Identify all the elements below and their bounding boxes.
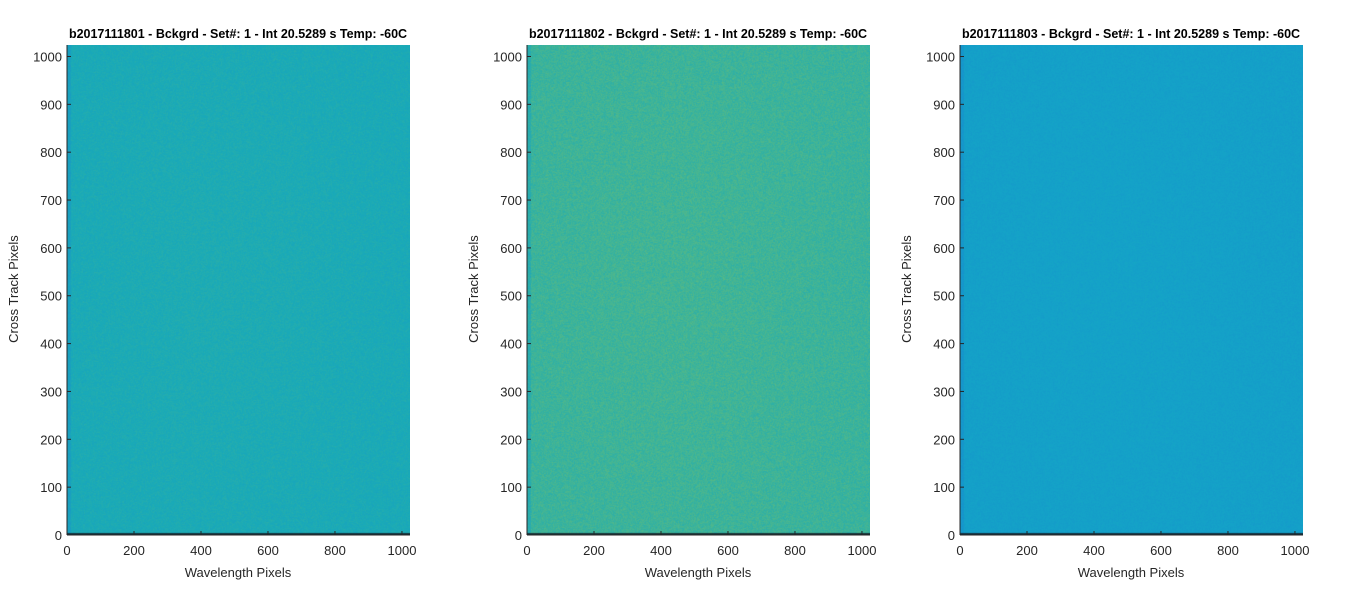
x-tick-label: 0 [523, 543, 530, 558]
x-tick-label: 1000 [1281, 543, 1310, 558]
y-tick-label: 1000 [493, 49, 522, 64]
panel-3-heatmap [960, 45, 1303, 535]
panel-3-xlabel: Wavelength Pixels [1077, 565, 1185, 580]
x-tick-label: 400 [190, 543, 212, 558]
y-tick-label: 800 [40, 145, 62, 160]
y-tick-label: 600 [40, 241, 62, 256]
x-tick-label: 200 [583, 543, 605, 558]
x-tick-label: 1000 [388, 543, 417, 558]
y-tick-label: 600 [933, 241, 955, 256]
y-tick-label: 300 [933, 384, 955, 399]
x-tick-label: 800 [784, 543, 806, 558]
y-tick-label: 500 [933, 289, 955, 304]
x-tick-label: 600 [257, 543, 279, 558]
y-tick-label: 100 [933, 480, 955, 495]
y-tick-label: 1000 [33, 49, 62, 64]
y-tick-label: 400 [40, 337, 62, 352]
y-tick-label: 400 [500, 337, 522, 352]
y-tick-label: 700 [500, 193, 522, 208]
y-tick-label: 300 [40, 384, 62, 399]
x-tick-label: 400 [1083, 543, 1105, 558]
y-tick-label: 200 [40, 432, 62, 447]
y-tick-label: 0 [55, 528, 62, 543]
y-tick-label: 100 [500, 480, 522, 495]
x-tick-label: 200 [123, 543, 145, 558]
panel-1-heatmap [67, 45, 410, 535]
y-tick-label: 400 [933, 337, 955, 352]
y-tick-label: 800 [500, 145, 522, 160]
y-tick-label: 900 [500, 97, 522, 112]
x-tick-label: 200 [1016, 543, 1038, 558]
y-tick-label: 0 [948, 528, 955, 543]
panel-1-title: b2017111801 - Bckgrd - Set#: 1 - Int 20.… [68, 27, 408, 41]
y-tick-label: 200 [933, 432, 955, 447]
y-tick-label: 800 [933, 145, 955, 160]
y-tick-label: 100 [40, 480, 62, 495]
panel-3-heatmap-canvas [960, 45, 1303, 535]
x-tick-label: 1000 [848, 543, 877, 558]
y-tick-label: 900 [40, 97, 62, 112]
panel-1-xlabel: Wavelength Pixels [184, 565, 292, 580]
y-tick-label: 900 [933, 97, 955, 112]
x-tick-label: 0 [63, 543, 70, 558]
panel-2-heatmap-canvas [527, 45, 870, 535]
panel-2-title: b2017111802 - Bckgrd - Set#: 1 - Int 20.… [528, 27, 868, 41]
y-tick-label: 1000 [926, 49, 955, 64]
y-tick-label: 200 [500, 432, 522, 447]
y-tick-label: 300 [500, 384, 522, 399]
x-tick-label: 800 [1217, 543, 1239, 558]
y-tick-label: 0 [515, 528, 522, 543]
panel-2-heatmap [527, 45, 870, 535]
y-tick-label: 500 [40, 289, 62, 304]
y-tick-label: 700 [933, 193, 955, 208]
x-tick-label: 600 [1150, 543, 1172, 558]
y-tick-label: 700 [40, 193, 62, 208]
y-tick-label: 600 [500, 241, 522, 256]
panel-1-heatmap-canvas [67, 45, 410, 535]
x-tick-label: 600 [717, 543, 739, 558]
y-tick-label: 500 [500, 289, 522, 304]
x-tick-label: 400 [650, 543, 672, 558]
panel-3-title: b2017111803 - Bckgrd - Set#: 1 - Int 20.… [961, 27, 1301, 41]
panel-2-xlabel: Wavelength Pixels [644, 565, 752, 580]
x-tick-label: 0 [956, 543, 963, 558]
x-tick-label: 800 [324, 543, 346, 558]
